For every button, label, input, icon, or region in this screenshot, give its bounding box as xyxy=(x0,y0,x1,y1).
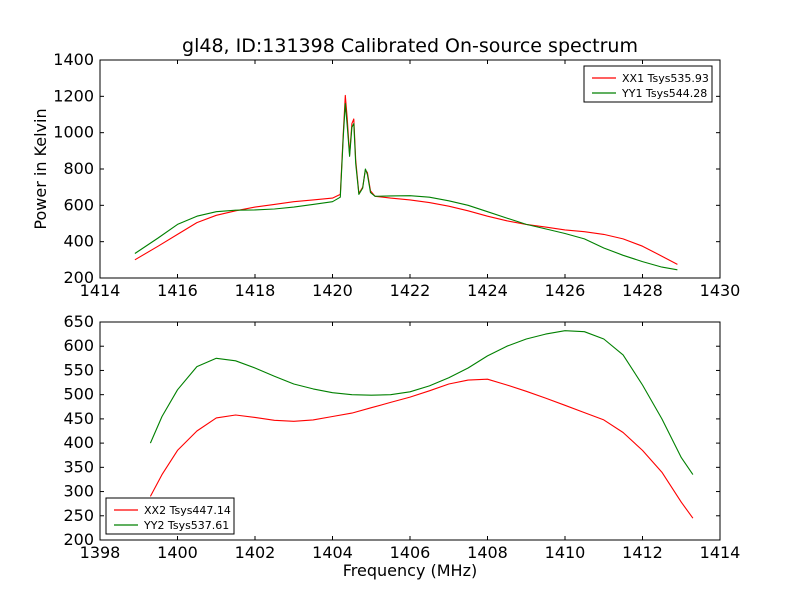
x-tick-label: 1418 xyxy=(235,281,276,300)
series-line-1 xyxy=(134,94,678,265)
x-tick-label: 1426 xyxy=(545,281,586,300)
y-tick-label: 1000 xyxy=(53,123,94,142)
x-tick-label: 1422 xyxy=(390,281,431,300)
x-tick-label: 1404 xyxy=(312,543,353,562)
y-tick-label: 650 xyxy=(63,312,94,331)
y-tick-label: 450 xyxy=(63,409,94,428)
y-tick-label: 1400 xyxy=(53,50,94,69)
x-tick-label: 1402 xyxy=(235,543,276,562)
y-tick-label: 500 xyxy=(63,385,94,404)
x-tick-label: 1408 xyxy=(467,543,508,562)
legend: XX2 Tsys447.14 YY2 Tsys537.61 xyxy=(105,497,235,535)
x-tick-label: 1398 xyxy=(80,543,121,562)
legend-label-2: YY2 Tsys537.61 xyxy=(143,519,229,532)
y-tick-label: 250 xyxy=(63,506,94,525)
y-tick-label: 1200 xyxy=(53,86,94,105)
series-line-2 xyxy=(134,103,678,271)
x-tick-label: 1410 xyxy=(545,543,586,562)
legend-box xyxy=(583,65,713,103)
y-axis-label: Power in Kelvin xyxy=(31,108,50,229)
legend: XX1 Tsys535.93 YY1 Tsys544.28 xyxy=(583,65,713,103)
x-tick-label: 1428 xyxy=(622,281,663,300)
legend-box xyxy=(105,497,235,535)
x-tick-label: 1424 xyxy=(467,281,508,300)
x-tick-label: 1412 xyxy=(622,543,663,562)
y-tick-label: 800 xyxy=(63,159,94,178)
chart-panel-1: 1414 1416 1418 1420 1422 1424 1426 1428 1430 200 4… xyxy=(31,35,740,300)
chart-title: gl48, ID:131398 Calibrated On-source spe… xyxy=(182,35,638,57)
chart-panel-2: 1398 1400 1402 1404 1406 1408 1410 1412 1414 200 2… xyxy=(63,312,740,580)
legend-label-1: XX1 Tsys535.93 xyxy=(622,72,709,85)
y-tick-label: 350 xyxy=(63,457,94,476)
x-tick-label: 1414 xyxy=(80,281,121,300)
y-tick-label: 400 xyxy=(63,433,94,452)
x-tick-label: 1430 xyxy=(700,281,741,300)
x-tick-label: 1406 xyxy=(390,543,431,562)
legend-label-2: YY1 Tsys544.28 xyxy=(621,87,707,100)
series-line-2 xyxy=(149,330,694,475)
x-axis-label: Frequency (MHz) xyxy=(343,561,477,580)
y-tick-label: 600 xyxy=(63,336,94,355)
x-tick-label: 1414 xyxy=(700,543,741,562)
y-tick-label: 200 xyxy=(63,268,94,287)
y-tick-label: 200 xyxy=(63,530,94,549)
x-tick-label: 1400 xyxy=(157,543,198,562)
legend-label-1: XX2 Tsys447.14 xyxy=(144,504,231,517)
x-tick-label: 1420 xyxy=(312,281,353,300)
y-tick-label: 550 xyxy=(63,360,94,379)
y-tick-label: 600 xyxy=(63,195,94,214)
y-tick-label: 400 xyxy=(63,232,94,251)
y-tick-label: 300 xyxy=(63,482,94,501)
x-tick-label: 1416 xyxy=(157,281,198,300)
series-line-1 xyxy=(149,378,694,519)
